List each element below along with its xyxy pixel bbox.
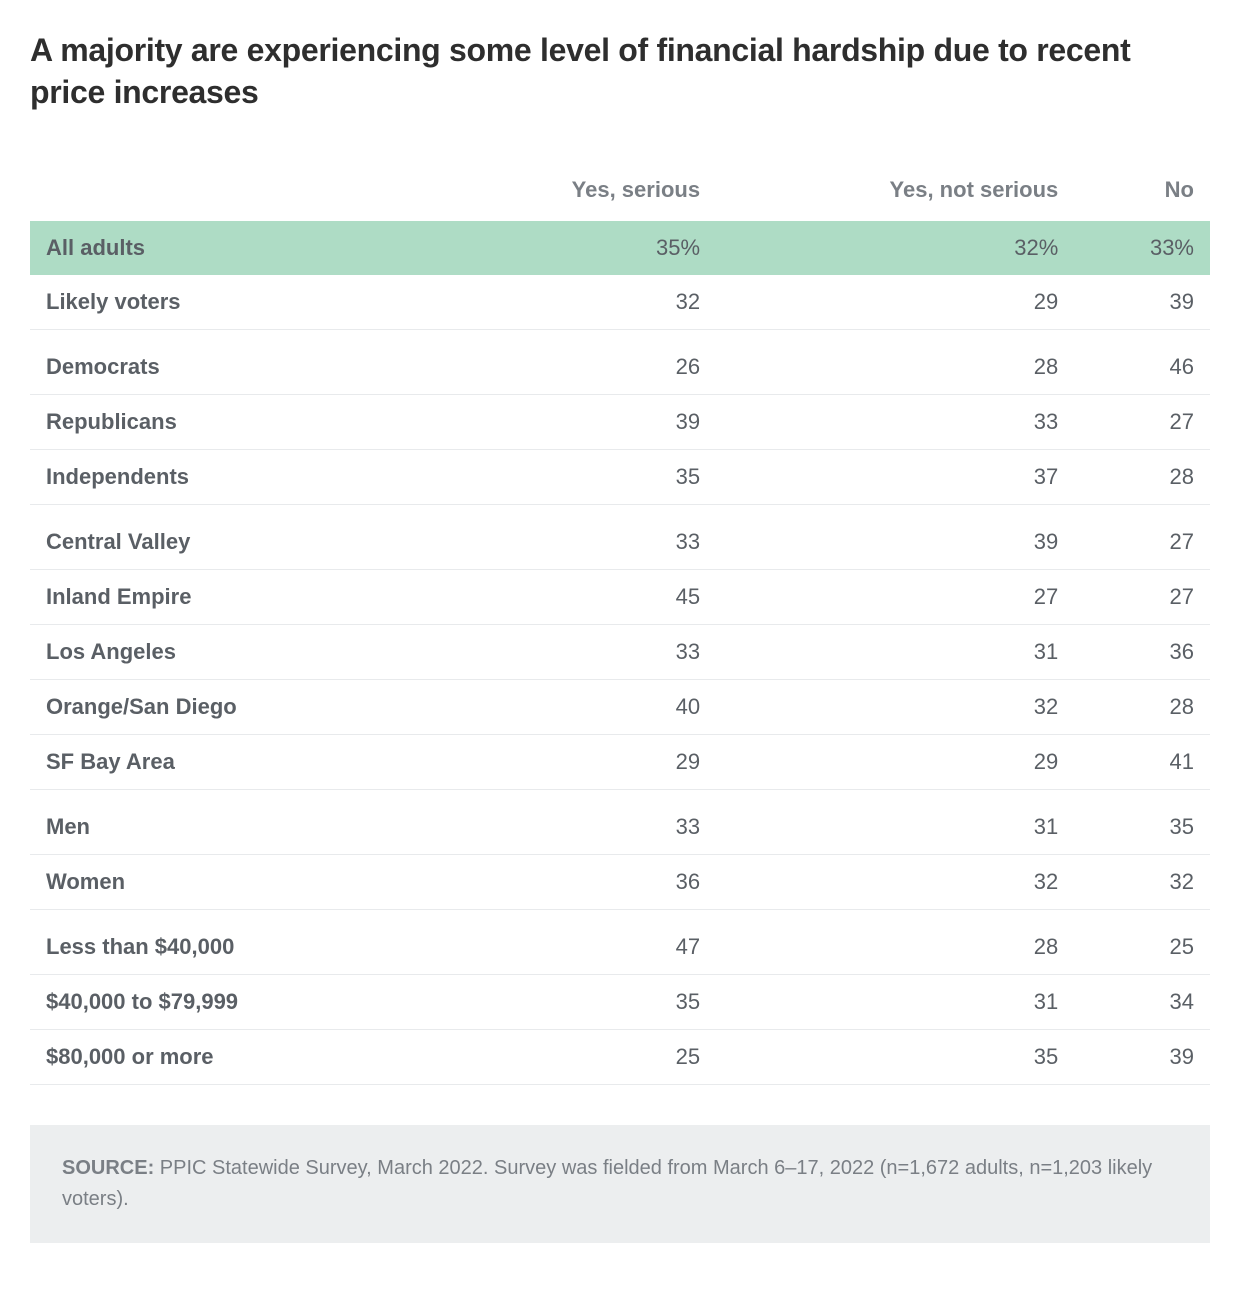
row-label: Likely voters xyxy=(30,275,430,330)
table-row: SF Bay Area292941 xyxy=(30,735,1210,790)
cell-value: 37 xyxy=(716,450,1074,505)
cell-value: 31 xyxy=(716,800,1074,855)
cell-value: 46 xyxy=(1074,340,1210,395)
cell-value: 29 xyxy=(430,735,716,790)
row-label: SF Bay Area xyxy=(30,735,430,790)
cell-value: 39 xyxy=(1074,1030,1210,1085)
cell-value: 36 xyxy=(430,855,716,910)
cell-value: 35% xyxy=(430,221,716,275)
cell-value: 28 xyxy=(1074,680,1210,735)
cell-value: 29 xyxy=(716,735,1074,790)
group-gap xyxy=(30,910,1210,921)
cell-value: 26 xyxy=(430,340,716,395)
cell-value: 28 xyxy=(1074,450,1210,505)
table-row: Men333135 xyxy=(30,800,1210,855)
cell-value: 33 xyxy=(430,800,716,855)
table-row: All adults35%32%33% xyxy=(30,221,1210,275)
group-gap xyxy=(30,330,1210,341)
cell-value: 36 xyxy=(1074,625,1210,680)
cell-value: 32 xyxy=(430,275,716,330)
row-label: Women xyxy=(30,855,430,910)
row-label: Republicans xyxy=(30,395,430,450)
row-label: Less than $40,000 xyxy=(30,920,430,975)
cell-value: 27 xyxy=(1074,570,1210,625)
cell-value: 25 xyxy=(430,1030,716,1085)
cell-value: 35 xyxy=(430,975,716,1030)
cell-value: 31 xyxy=(716,975,1074,1030)
group-gap xyxy=(30,505,1210,516)
table-header-row: Yes, serious Yes, not serious No xyxy=(30,163,1210,221)
row-label: Orange/San Diego xyxy=(30,680,430,735)
row-label: Men xyxy=(30,800,430,855)
row-label: Democrats xyxy=(30,340,430,395)
table-row: Republicans393327 xyxy=(30,395,1210,450)
cell-value: 45 xyxy=(430,570,716,625)
cell-value: 35 xyxy=(716,1030,1074,1085)
row-label: Independents xyxy=(30,450,430,505)
cell-value: 39 xyxy=(716,515,1074,570)
table-row: Less than $40,000472825 xyxy=(30,920,1210,975)
table-row: Women363232 xyxy=(30,855,1210,910)
row-label: All adults xyxy=(30,221,430,275)
table-row: Independents353728 xyxy=(30,450,1210,505)
cell-value: 32 xyxy=(1074,855,1210,910)
row-label: Inland Empire xyxy=(30,570,430,625)
cell-value: 33 xyxy=(430,515,716,570)
row-label: Los Angeles xyxy=(30,625,430,680)
table-row: Central Valley333927 xyxy=(30,515,1210,570)
col-header-yes-serious: Yes, serious xyxy=(430,163,716,221)
col-header-blank xyxy=(30,163,430,221)
cell-value: 39 xyxy=(1074,275,1210,330)
cell-value: 32 xyxy=(716,680,1074,735)
cell-value: 27 xyxy=(1074,515,1210,570)
cell-value: 35 xyxy=(430,450,716,505)
cell-value: 33 xyxy=(716,395,1074,450)
table-row: Democrats262846 xyxy=(30,340,1210,395)
table-row: Orange/San Diego403228 xyxy=(30,680,1210,735)
cell-value: 33 xyxy=(430,625,716,680)
cell-value: 31 xyxy=(716,625,1074,680)
group-gap xyxy=(30,790,1210,801)
cell-value: 35 xyxy=(1074,800,1210,855)
chart-title: A majority are experiencing some level o… xyxy=(30,30,1210,113)
cell-value: 34 xyxy=(1074,975,1210,1030)
cell-value: 40 xyxy=(430,680,716,735)
col-header-yes-not-serious: Yes, not serious xyxy=(716,163,1074,221)
cell-value: 47 xyxy=(430,920,716,975)
cell-value: 41 xyxy=(1074,735,1210,790)
table-row: $40,000 to $79,999353134 xyxy=(30,975,1210,1030)
cell-value: 39 xyxy=(430,395,716,450)
row-label: $80,000 or more xyxy=(30,1030,430,1085)
cell-value: 28 xyxy=(716,340,1074,395)
cell-value: 25 xyxy=(1074,920,1210,975)
cell-value: 27 xyxy=(716,570,1074,625)
row-label: $40,000 to $79,999 xyxy=(30,975,430,1030)
cell-value: 33% xyxy=(1074,221,1210,275)
cell-value: 29 xyxy=(716,275,1074,330)
table-row: Inland Empire452727 xyxy=(30,570,1210,625)
table-row: $80,000 or more253539 xyxy=(30,1030,1210,1085)
cell-value: 32% xyxy=(716,221,1074,275)
cell-value: 32 xyxy=(716,855,1074,910)
source-label: SOURCE: xyxy=(62,1157,154,1179)
row-label: Central Valley xyxy=(30,515,430,570)
cell-value: 27 xyxy=(1074,395,1210,450)
table-row: Los Angeles333136 xyxy=(30,625,1210,680)
data-table: Yes, serious Yes, not serious No All adu… xyxy=(30,163,1210,1085)
cell-value: 28 xyxy=(716,920,1074,975)
source-text: PPIC Statewide Survey, March 2022. Surve… xyxy=(62,1157,1152,1210)
col-header-no: No xyxy=(1074,163,1210,221)
source-note: SOURCE: PPIC Statewide Survey, March 202… xyxy=(30,1125,1210,1243)
table-row: Likely voters322939 xyxy=(30,275,1210,330)
